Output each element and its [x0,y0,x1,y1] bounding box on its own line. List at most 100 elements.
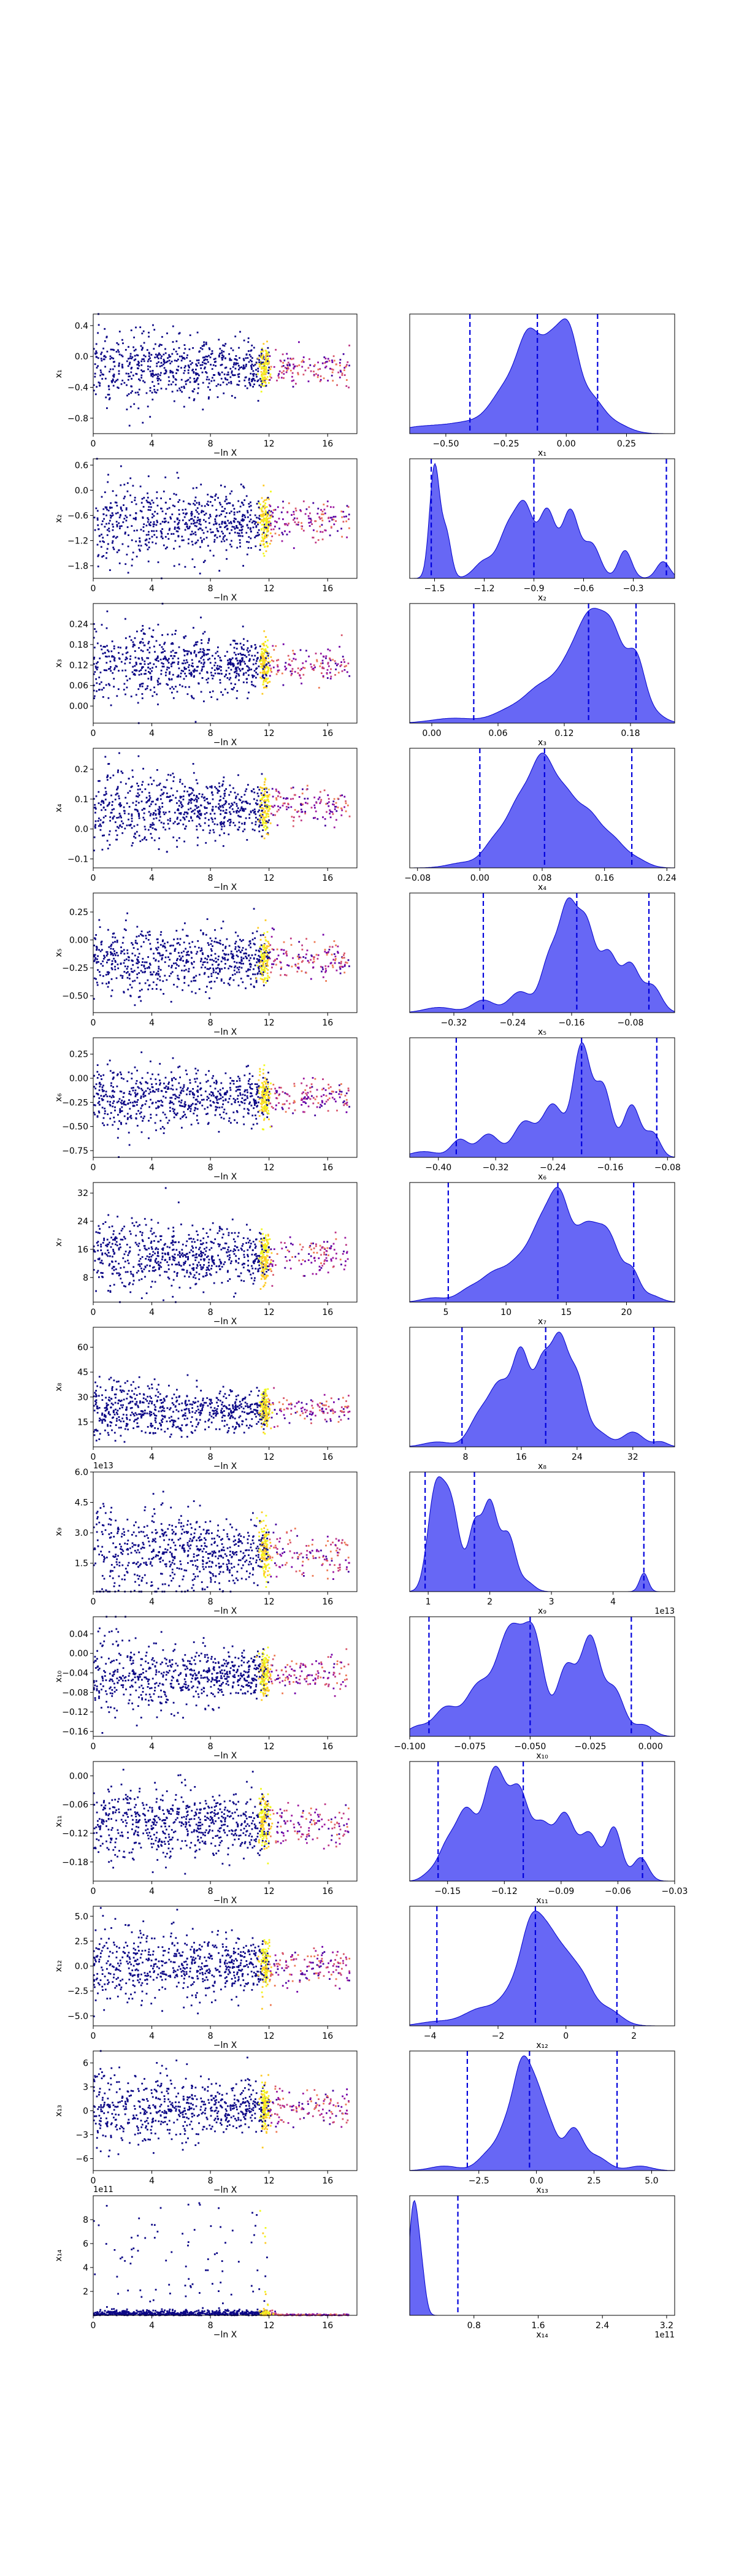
scatter-point [231,526,234,528]
scatter-point [94,825,96,827]
scatter-point [255,374,258,376]
scatter-point [207,942,209,944]
scatter-point [93,697,95,699]
scatter-point [202,651,205,654]
scatter-point [263,955,265,957]
scatter-point [211,959,213,961]
scatter-point [106,656,108,658]
scatter-point [142,530,145,532]
scatter-point [259,507,261,510]
scatter-point [231,374,234,376]
scatter-point [262,957,264,960]
scatter-point [177,674,180,677]
scatter-point [250,505,252,507]
scatter-point [120,946,122,948]
scatter-point [279,807,282,809]
scatter-point [224,688,226,691]
scatter-point [144,788,147,791]
scatter-point [180,951,183,954]
scatter-point [226,959,229,961]
scatter-point [331,519,334,521]
scatter-point [121,950,123,953]
scatter-point [149,416,151,418]
scatter-point [307,802,309,805]
scatter-point [145,688,147,691]
scatter-point [113,950,115,953]
scatter-point [191,518,193,520]
scatter-point [163,361,165,362]
scatter-point [131,953,134,955]
scatter-point [107,510,110,512]
scatter-point [216,537,218,539]
scatter-point [151,499,153,502]
scatter-point [286,367,288,370]
scatter-point [117,954,119,957]
scatter-point [140,800,143,803]
scatter-point [132,374,134,377]
scatter-point [104,787,107,789]
scatter-point [141,497,144,500]
scatter-point [150,503,151,505]
scatter-point [201,666,204,668]
scatter-point [218,570,221,572]
scatter-point [155,659,158,661]
scatter-point [236,648,238,650]
scatter-point [165,949,167,952]
scatter-point [236,643,239,645]
scatter-point [207,642,209,644]
scatter-point [263,979,265,981]
scatter-point [343,661,345,663]
scatter-point [321,966,324,968]
scatter-point [131,942,133,944]
scatter-point [180,378,183,381]
scatter-point [193,669,196,670]
scatter-point [259,378,261,380]
scatter-point [100,645,102,647]
scatter-point [172,772,174,775]
scatter-point [212,794,214,796]
scatter-point [161,335,163,338]
scatter-point [182,805,184,807]
scatter-point [223,776,225,778]
scatter-point [210,950,213,952]
scatter-point [146,967,148,969]
scatter-point [170,518,172,520]
scatter-point [246,387,248,389]
scatter-point [267,666,269,669]
scatter-point [263,971,264,973]
scatter-point [188,397,191,399]
scatter-point [194,522,196,524]
scatter-point [221,822,224,824]
scatter-point [340,1083,342,1085]
scatter-point [210,981,212,983]
scatter-point [177,808,179,810]
scatter-point [335,944,337,946]
scatter-point [96,682,98,684]
scatter-point [93,945,95,946]
scatter-point [240,978,242,979]
scatter-point [219,805,221,807]
scatter-point [213,380,215,381]
scatter-point [141,809,144,811]
scatter-point [185,935,188,937]
scatter-point [242,364,245,367]
scatter-point [213,813,216,815]
scatter-point [136,354,138,356]
scatter-point [229,811,231,813]
scatter-point [123,1103,125,1106]
scatter-point [302,667,304,669]
scatter-point [257,972,259,975]
scatter-point [294,809,296,811]
scatter-point [291,965,293,968]
scatter-point [151,391,153,394]
scatter-point [211,667,213,669]
scatter-point [217,941,219,944]
scatter-point [240,526,243,528]
scatter-point [166,796,168,798]
scatter-point [149,524,151,526]
scatter-point [202,953,204,956]
scatter-point [117,512,119,514]
scatter-point [117,343,120,345]
scatter-point [128,424,131,427]
scatter-point [219,659,221,661]
